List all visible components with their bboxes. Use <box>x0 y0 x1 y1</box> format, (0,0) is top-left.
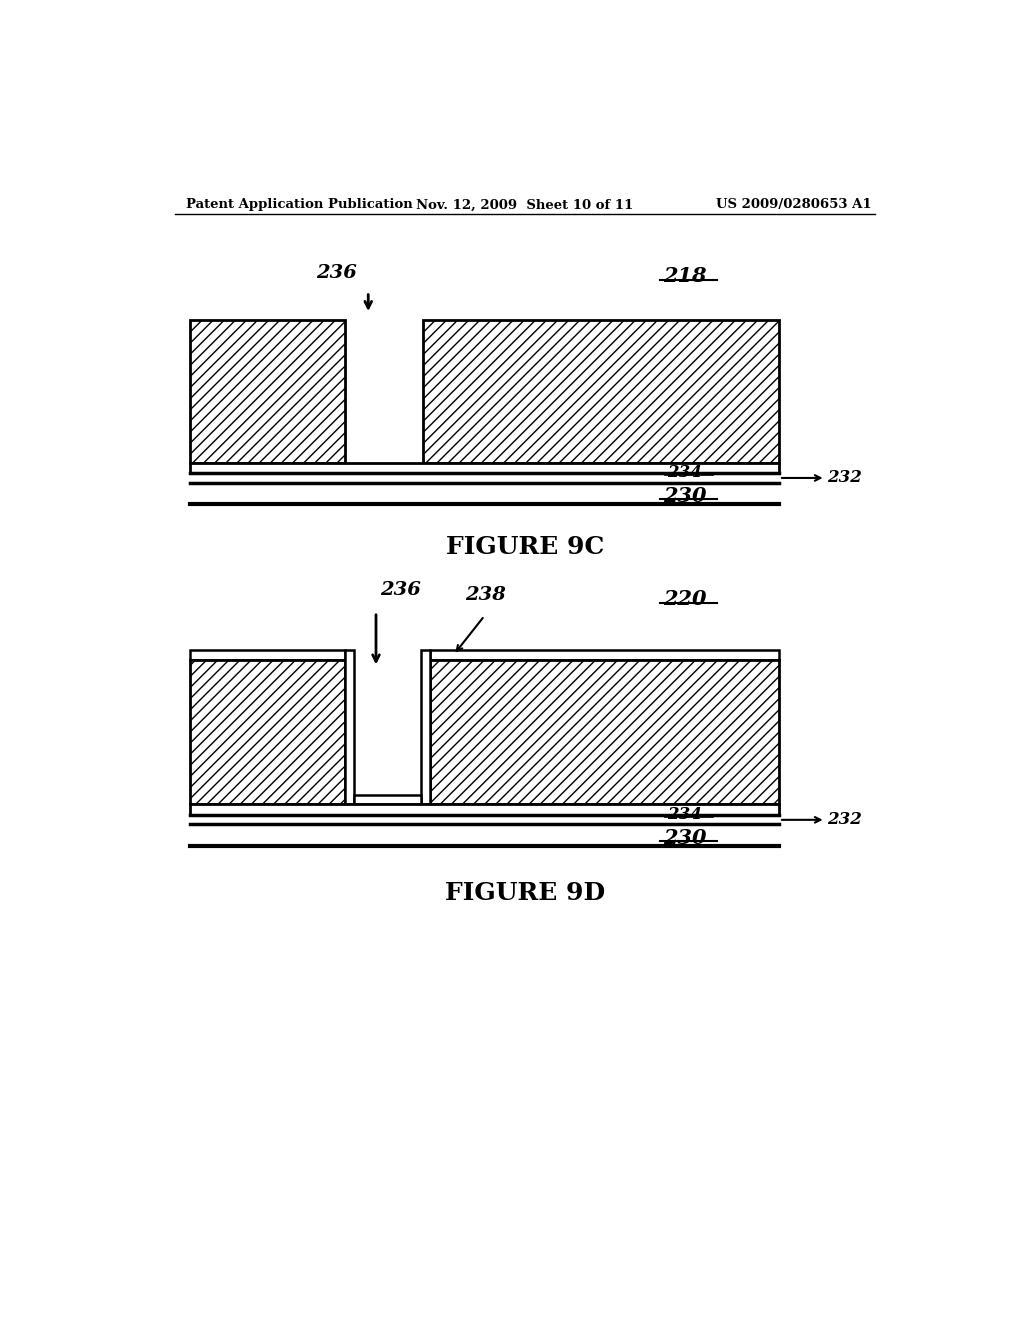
Text: 232: 232 <box>827 470 862 487</box>
Bar <box>430 660 779 804</box>
Text: 230: 230 <box>663 486 707 506</box>
Text: FIGURE 9C: FIGURE 9C <box>445 535 604 558</box>
Bar <box>190 321 345 462</box>
Text: 218: 218 <box>663 267 707 286</box>
Bar <box>423 321 779 462</box>
Bar <box>430 651 779 660</box>
Bar <box>421 651 430 804</box>
Text: Nov. 12, 2009  Sheet 10 of 11: Nov. 12, 2009 Sheet 10 of 11 <box>416 198 634 211</box>
Text: FIGURE 9D: FIGURE 9D <box>444 880 605 904</box>
Text: 230: 230 <box>663 828 707 847</box>
Bar <box>190 651 345 660</box>
Text: Patent Application Publication: Patent Application Publication <box>186 198 413 211</box>
Text: 236: 236 <box>315 264 356 282</box>
Text: 232: 232 <box>827 812 862 829</box>
Text: 220: 220 <box>663 589 707 609</box>
Text: 234: 234 <box>668 807 702 822</box>
Bar <box>345 651 354 804</box>
Text: US 2009/0280653 A1: US 2009/0280653 A1 <box>717 198 872 211</box>
Text: 234: 234 <box>668 465 702 480</box>
Bar <box>190 462 779 474</box>
Bar <box>190 660 345 804</box>
Text: 236: 236 <box>380 581 421 599</box>
Bar <box>354 795 421 804</box>
Bar <box>190 804 779 816</box>
Text: 238: 238 <box>465 586 506 605</box>
